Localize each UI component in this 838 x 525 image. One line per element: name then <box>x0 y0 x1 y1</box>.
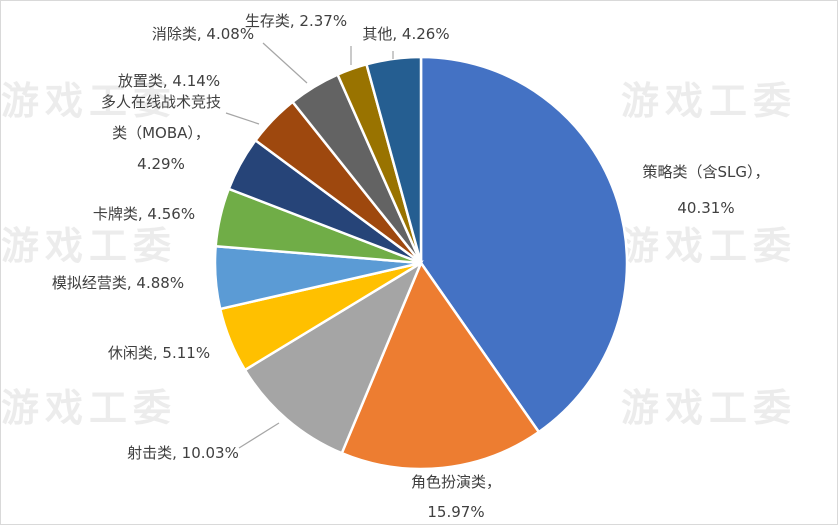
data-label-2: 射击类, 10.03% <box>127 444 239 462</box>
watermark-text: 游戏工委 <box>1 224 177 268</box>
watermark-text: 游戏工委 <box>621 79 797 123</box>
leader-line-2 <box>238 422 280 449</box>
data-label-1: 15.97% <box>427 503 484 521</box>
data-label-8: 消除类, 4.08% <box>152 25 254 43</box>
data-label-6: 4.29% <box>137 155 185 173</box>
leader-line-8 <box>262 42 308 84</box>
data-label-0: 40.31% <box>677 199 734 217</box>
watermark-text: 游戏工委 <box>621 224 797 268</box>
data-label-10: 其他, 4.26% <box>362 25 449 43</box>
watermark-text: 游戏工委 <box>621 386 797 430</box>
data-label-9: 生存类, 2.37% <box>245 12 347 30</box>
leader-line-6 <box>225 112 260 125</box>
pie-slice-1 <box>340 260 541 471</box>
pie-slice-2 <box>243 259 424 455</box>
data-label-0: 策略类（含SLG）， <box>642 163 769 181</box>
data-label-4: 模拟经营类, 4.88% <box>52 274 184 292</box>
pie-slice-0 <box>419 55 629 434</box>
data-label-3: 休闲类, 5.11% <box>108 344 210 362</box>
data-label-6: 类（MOBA）， <box>112 124 210 142</box>
watermark-text: 游戏工委 <box>1 386 177 430</box>
data-label-5: 卡牌类, 4.56% <box>93 205 195 223</box>
data-label-1: 角色扮演类， <box>411 473 501 491</box>
data-label-7: 放置类, 4.14% <box>118 72 220 90</box>
watermark-text: 游戏工委 <box>1 79 177 123</box>
data-label-6: 多人在线战术竞技 <box>101 93 221 111</box>
